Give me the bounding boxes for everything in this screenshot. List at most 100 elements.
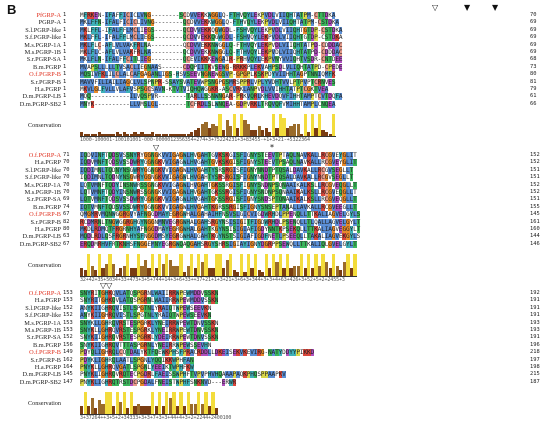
conservation-bar — [285, 254, 290, 277]
end-position: 193 — [530, 319, 540, 326]
conservation-bar — [239, 114, 243, 137]
conservation-bar — [278, 254, 283, 277]
conservation-bar — [197, 392, 201, 415]
conservation-baseline — [80, 276, 357, 278]
conservation-bar — [115, 392, 119, 415]
end-position: 192 — [530, 290, 540, 296]
start-position: 71 — [63, 152, 70, 158]
start-position: 1 — [63, 56, 67, 63]
sequence-name: H.a.PGRP — [34, 297, 61, 305]
conservation-bar — [303, 268, 307, 277]
conservation-bar — [80, 268, 84, 277]
conservation-bar — [83, 134, 87, 137]
sequence-residues: IQDVINFTQDSVSSNYRYGGNGKVVIGAGWLHVGAHTGVK… — [80, 152, 357, 159]
sequence-name: H.a.PGRP — [34, 226, 61, 233]
sequence-name: B.m.PGRP — [33, 341, 61, 349]
end-position: 79 — [530, 86, 537, 92]
conservation-scores: 1000-100001-100101001-000-0000012356354+… — [80, 137, 310, 144]
conservation-bar — [321, 254, 325, 277]
conservation-bar — [214, 126, 219, 137]
conservation-bar — [190, 404, 194, 415]
start-position: 82 — [63, 218, 70, 225]
end-position: 196 — [530, 341, 540, 348]
sequence-name: D.m.PGRP-LB — [22, 233, 62, 241]
conservation-bar — [275, 262, 279, 277]
sequence-residues: SNYKIIGHRQVTTTASPGRNLYNEIRRWPEWSSEVHN — [80, 341, 212, 349]
conservation-bar — [303, 114, 307, 137]
conservation-bar — [296, 266, 300, 277]
conservation-bar — [317, 114, 322, 137]
conservation-bar — [87, 254, 91, 277]
conservation-bar — [165, 134, 169, 137]
start-position: 152 — [63, 304, 73, 311]
conservation-bar — [126, 408, 130, 415]
end-position: 152 — [530, 152, 540, 158]
conservation-bar — [172, 392, 176, 415]
sequence-name: M.s.PGRP-1B — [24, 49, 61, 56]
conservation-bar — [225, 120, 229, 137]
conservation-bar — [151, 132, 155, 137]
conservation-bar — [101, 404, 105, 415]
conservation-bar — [101, 134, 105, 137]
conservation-bar — [111, 264, 116, 277]
conservation-bar — [229, 254, 233, 277]
end-position: 73 — [530, 63, 537, 70]
start-position: 147 — [63, 378, 73, 385]
end-position: 198 — [530, 364, 540, 370]
sequence-residues: MQDLRDLQSFRGRNHYSFNGGDMSYEGRGWHALGAHTKGY… — [80, 233, 361, 241]
conservation-bar — [250, 268, 254, 277]
sequence-name: S.f.PGRP-like — [24, 312, 61, 320]
conservation-bar — [324, 132, 329, 137]
conservation-bar — [310, 114, 314, 137]
sequence-name: M.s.PGRP-1A — [24, 41, 61, 49]
sequence-name: S.f.PGRP-like — [24, 34, 61, 42]
start-position: 67 — [63, 240, 70, 247]
conservation-bar — [175, 406, 180, 415]
conservation-bar — [165, 254, 169, 277]
conservation-bar — [207, 406, 212, 415]
conservation-bar — [186, 266, 190, 277]
conservation-bar — [97, 254, 101, 277]
sequence-residues: MKVLGLFVLLVLAFVSPSGCSAVN-KTVTVIQHQWGGKR-… — [80, 86, 329, 93]
conservation-bar — [193, 130, 197, 137]
conservation-bar — [236, 128, 240, 137]
conservation-bar — [119, 402, 123, 415]
sequence-residues: MQSIVFKLILCLALCAFGAGANLIGS-HSVSEEVNGNEWG… — [80, 71, 336, 79]
start-position: 1 — [63, 100, 67, 107]
conservation-bar — [136, 254, 141, 277]
conservation-bar — [271, 114, 275, 137]
conservation-bar — [190, 132, 194, 137]
conservation-bar — [140, 266, 144, 277]
conservation-bar — [285, 128, 290, 137]
start-position: 153 — [63, 290, 73, 296]
sequence-name: PfGRP-A — [36, 12, 62, 19]
conservation-bar — [328, 134, 332, 137]
alignment-marker: ▼ — [464, 3, 471, 12]
start-position: 149 — [63, 349, 73, 356]
conservation-bar — [97, 400, 101, 415]
sequence-residues: LQTVMNFTQDSVSSDWRYGGNGKVVIGAGWLHVGAHTGKS… — [80, 196, 357, 204]
conservation-bar — [140, 406, 144, 415]
conservation-bar — [314, 254, 318, 277]
sequence-name: O.f.PGRP-B — [29, 349, 61, 357]
conservation-bar — [282, 118, 286, 137]
sequence-residues: MNYK----------LLVMSLGL--------TCFRDLSLWN… — [80, 100, 336, 108]
start-position: 69 — [63, 196, 70, 203]
conservation-bar — [342, 262, 346, 277]
alignment-marker: ▼ — [492, 3, 499, 12]
conservation-label: Conservation — [28, 122, 61, 130]
conservation-bar — [154, 134, 158, 137]
conservation-bar — [346, 254, 350, 277]
start-position: 70 — [63, 181, 70, 188]
conservation-bar — [161, 406, 165, 415]
conservation-scores: 32+42+35+5034+33+473+3+5+744+14+3+6+33++… — [80, 277, 345, 284]
sequence-name: O.f.PGRP-A — [28, 290, 61, 297]
start-position: 70 — [63, 189, 70, 195]
start-position: 152 — [63, 334, 73, 341]
end-position: 151 — [530, 166, 540, 173]
conservation-bar — [90, 398, 94, 415]
sequence-name: PGRP-A — [38, 19, 61, 27]
conservation-bar — [122, 266, 126, 277]
conservation-bar — [94, 134, 98, 137]
conservation-bar — [161, 264, 165, 277]
